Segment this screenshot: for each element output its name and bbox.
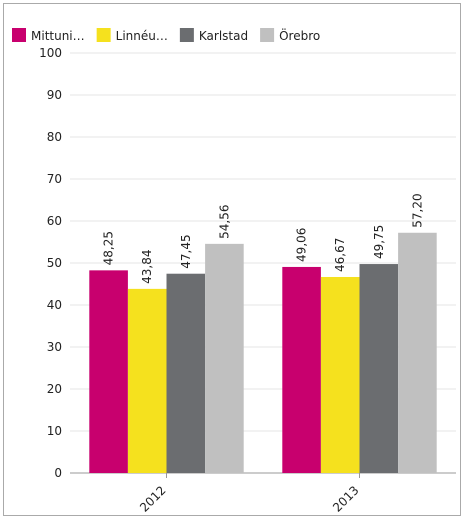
bar — [127, 288, 167, 473]
x-tick-label: 2012 — [137, 483, 168, 514]
legend-label: Örebro — [279, 27, 320, 43]
data-label: 43,84 — [140, 250, 154, 284]
data-label: 54,56 — [217, 204, 231, 238]
bar — [282, 266, 321, 473]
y-tick-label: 0 — [54, 466, 62, 480]
y-tick-label: 50 — [47, 256, 62, 270]
y-tick-label: 20 — [47, 382, 62, 396]
bar — [359, 264, 399, 473]
y-tick-label: 60 — [47, 214, 62, 228]
legend-label: Linnéu… — [116, 29, 168, 43]
bar — [205, 243, 244, 473]
y-tick-label: 10 — [47, 424, 62, 438]
data-label: 46,67 — [333, 238, 347, 272]
data-label: 48,25 — [102, 231, 116, 265]
legend-label: Mittuni… — [31, 29, 85, 43]
legend-swatch — [12, 28, 26, 42]
data-label: 49,75 — [372, 225, 386, 259]
bar — [166, 273, 206, 473]
bar — [320, 276, 360, 473]
legend-swatch — [179, 28, 194, 42]
y-tick-label: 40 — [47, 298, 62, 312]
legend-swatch — [260, 28, 275, 42]
data-label: 47,45 — [179, 234, 193, 268]
bar — [89, 270, 128, 473]
chart-border — [3, 3, 461, 516]
legend-swatch — [96, 28, 111, 42]
legend-label: Karlstad — [199, 29, 248, 43]
y-tick-label: 70 — [47, 172, 62, 186]
y-tick-label: 30 — [47, 340, 62, 354]
y-tick-label: 80 — [47, 130, 62, 144]
y-tick-label: 90 — [47, 88, 62, 102]
y-tick-label: 100 — [39, 46, 62, 60]
bar — [398, 232, 437, 473]
x-tick-label: 2013 — [330, 483, 361, 514]
data-label: 49,06 — [295, 228, 309, 262]
data-label: 57,20 — [410, 193, 424, 227]
